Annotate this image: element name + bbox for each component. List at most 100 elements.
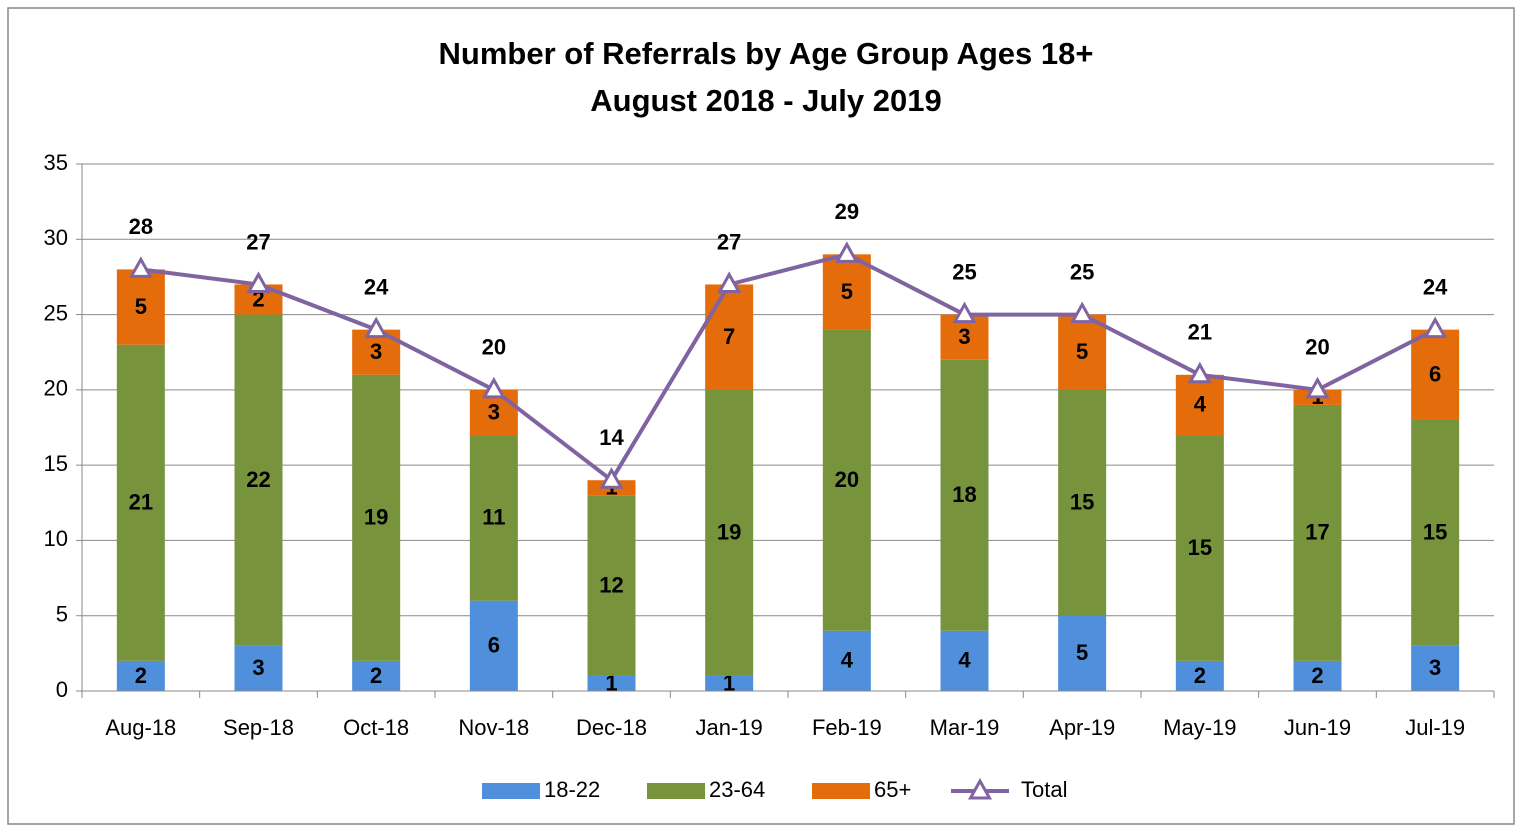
y-tick-label: 5 xyxy=(56,602,68,627)
bar-segment xyxy=(116,344,165,661)
line-series xyxy=(140,252,1437,484)
x-tick-label: May-19 xyxy=(1163,715,1236,740)
y-tick-label: 35 xyxy=(44,150,68,175)
bar-segment xyxy=(705,284,754,390)
data-label: 5 xyxy=(135,294,147,319)
data-label: 7 xyxy=(723,324,735,349)
data-label: 3 xyxy=(370,339,382,364)
data-label: 12 xyxy=(599,572,623,597)
data-label: 4 xyxy=(1194,392,1207,417)
bar-segment xyxy=(1175,660,1224,691)
line-marker xyxy=(128,256,153,278)
line-marker xyxy=(1070,301,1095,324)
legend-label: 65+ xyxy=(874,777,911,802)
bar-segment xyxy=(822,329,871,631)
x-tick-label: Aug-18 xyxy=(105,715,176,740)
bar-segment xyxy=(1175,435,1224,661)
data-label: 2 xyxy=(1194,663,1206,688)
total-label: 20 xyxy=(482,335,506,360)
bar-segment xyxy=(1411,419,1460,646)
data-label: 2 xyxy=(135,663,147,688)
bar-segment xyxy=(1293,404,1342,661)
bar-segment xyxy=(1058,389,1107,616)
bar-segment xyxy=(234,314,283,646)
total-label: 25 xyxy=(1070,259,1094,284)
data-label: 6 xyxy=(488,633,500,658)
data-label: 17 xyxy=(1305,520,1329,545)
bar-segment xyxy=(234,645,283,691)
line-marker xyxy=(834,241,859,263)
bar-segment xyxy=(705,675,754,691)
data-label: 3 xyxy=(958,324,970,349)
legend-label: 23-64 xyxy=(709,777,765,802)
line-marker xyxy=(599,467,624,489)
bar-segment xyxy=(1058,314,1107,390)
bar-segment xyxy=(1411,645,1460,691)
bar-segment xyxy=(705,389,754,676)
x-tick-label: Jul-19 xyxy=(1405,715,1465,740)
line-marker xyxy=(1305,376,1330,399)
bar-segment xyxy=(116,660,165,691)
x-tick-label: Feb-19 xyxy=(812,715,882,740)
bar-segment xyxy=(940,630,989,691)
data-label: 11 xyxy=(482,505,505,530)
bar-segment xyxy=(587,675,636,691)
total-label: 14 xyxy=(599,425,624,450)
y-tick-label: 0 xyxy=(56,677,68,702)
x-tick-label: Dec-18 xyxy=(576,715,647,740)
y-tick-label: 25 xyxy=(44,300,68,325)
line-marker xyxy=(481,376,506,399)
bar-segment xyxy=(352,374,401,661)
legend-marker xyxy=(967,777,993,800)
data-label: 15 xyxy=(1188,535,1212,560)
data-label: 3 xyxy=(1429,655,1441,680)
bar-segment xyxy=(587,495,636,676)
line-marker xyxy=(717,271,742,293)
y-tick-label: 10 xyxy=(44,526,68,551)
data-label: 2 xyxy=(370,663,382,688)
chart-subtitle: August 2018 - July 2019 xyxy=(590,83,942,118)
data-label: 6 xyxy=(1429,362,1441,387)
bar-segment xyxy=(1293,660,1342,691)
chart-title: Number of Referrals by Age Group Ages 18… xyxy=(439,36,1094,71)
legend-swatch xyxy=(482,783,540,799)
bar-segment xyxy=(1058,615,1107,691)
bar-segment xyxy=(116,269,165,345)
x-tick-label: Sep-18 xyxy=(223,715,294,740)
line-marker xyxy=(1423,316,1448,339)
line-marker xyxy=(246,271,271,293)
bar-segment xyxy=(352,660,401,691)
data-label: 21 xyxy=(129,490,153,515)
data-label: 19 xyxy=(364,505,388,530)
bar-segment xyxy=(469,435,518,601)
y-tick-label: 20 xyxy=(44,376,68,401)
x-tick-label: Nov-18 xyxy=(458,715,529,740)
data-label: 18 xyxy=(952,482,976,507)
bar-segment xyxy=(1411,329,1460,420)
legend-swatch xyxy=(812,783,870,799)
y-tick-label: 15 xyxy=(44,451,68,476)
data-label: 2 xyxy=(1311,663,1323,688)
data-label: 4 xyxy=(958,648,971,673)
x-tick-label: Oct-18 xyxy=(343,715,409,740)
data-label: 15 xyxy=(1423,520,1447,545)
legend-label: 18-22 xyxy=(544,777,600,802)
bar-segment xyxy=(469,600,518,691)
line-marker xyxy=(1187,361,1212,384)
line-marker xyxy=(364,316,389,339)
data-label: 19 xyxy=(717,520,741,545)
data-label: 22 xyxy=(246,467,270,492)
total-label: 24 xyxy=(364,274,389,299)
data-label: 5 xyxy=(1076,339,1088,364)
data-label: 5 xyxy=(1076,640,1088,665)
data-label: 1 xyxy=(605,670,617,695)
chart-frame xyxy=(7,7,1515,825)
bar-segment xyxy=(822,630,871,691)
data-label: 15 xyxy=(1070,490,1094,515)
total-label: 24 xyxy=(1423,274,1448,299)
line-marker xyxy=(952,301,977,324)
data-label: 4 xyxy=(841,648,854,673)
y-tick-label: 30 xyxy=(44,225,68,250)
total-label: 27 xyxy=(246,229,270,254)
